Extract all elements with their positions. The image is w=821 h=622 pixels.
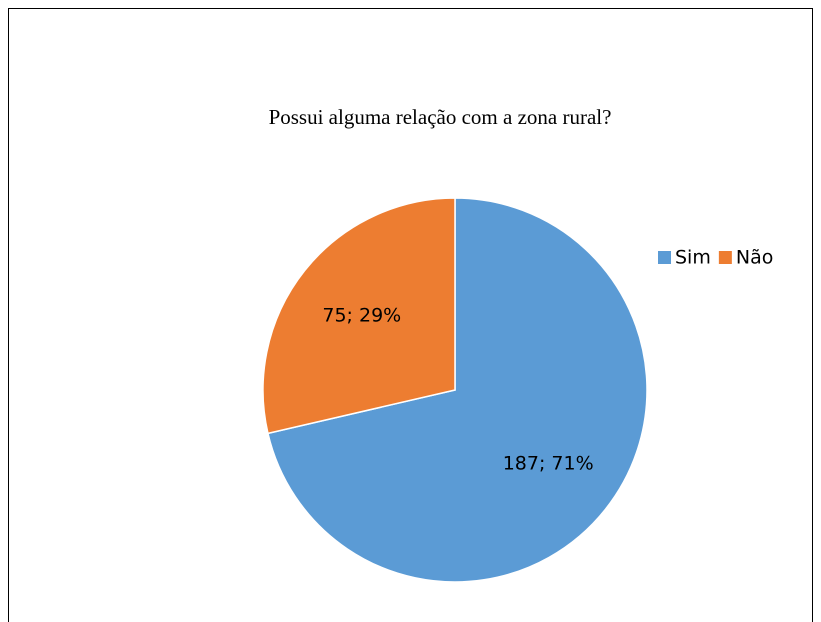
chart-title: Possui alguma relação com a zona rural? (269, 105, 612, 129)
legend-label: Não (736, 247, 773, 269)
pie-slice (267, 197, 648, 583)
pie-slice (262, 197, 456, 435)
frame (8, 8, 813, 622)
data-label: 187; 71% (503, 453, 594, 475)
legend-swatch (658, 251, 671, 264)
data-label: 75; 29% (322, 304, 401, 326)
legend-swatch (718, 251, 732, 264)
legend-label: Sim (675, 247, 711, 269)
